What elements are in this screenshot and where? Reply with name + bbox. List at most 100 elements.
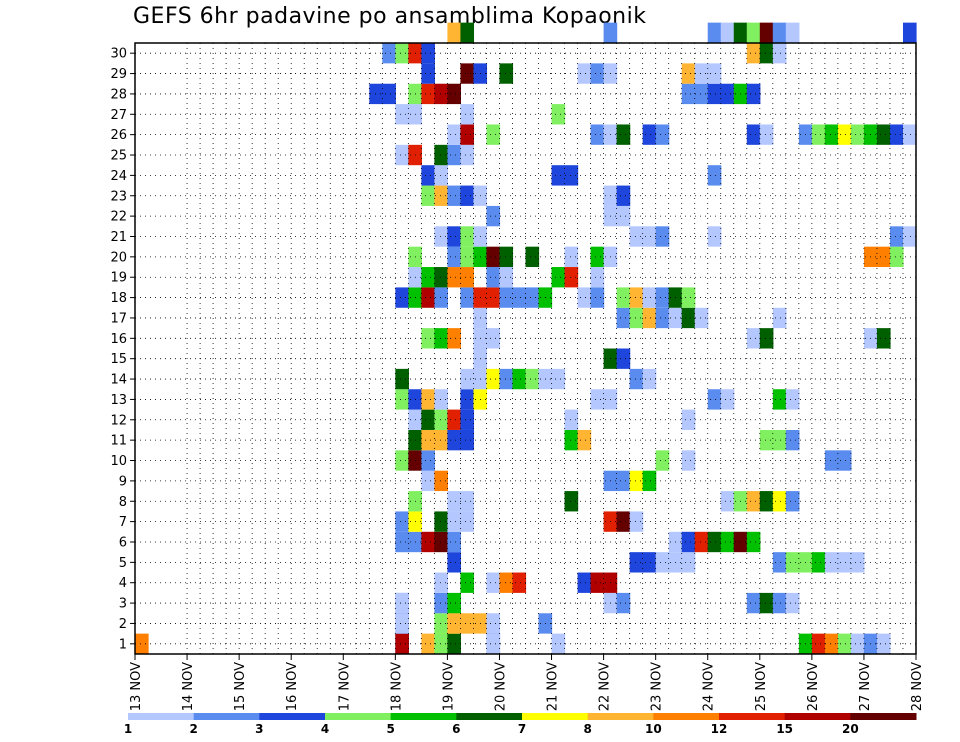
heatmap-cell	[694, 83, 709, 105]
y-tick-label: 23	[110, 189, 127, 204]
heatmap-cell	[655, 450, 670, 471]
heatmap-cell	[447, 552, 462, 573]
heatmap-cell	[421, 531, 435, 553]
heatmap-cell	[655, 287, 670, 308]
heatmap-cell	[616, 470, 631, 492]
legend-label: 4	[321, 722, 329, 736]
x-tick-label: 20 NOV	[493, 662, 508, 711]
heatmap-cell	[837, 633, 852, 654]
heatmap-cell	[759, 491, 774, 512]
legend-swatch	[390, 713, 457, 720]
heatmap-cell	[785, 429, 800, 451]
heatmap-cell	[434, 83, 448, 105]
heatmap-cell	[460, 511, 475, 532]
heatmap-cell	[551, 633, 566, 654]
y-tick-label: 30	[110, 47, 127, 62]
heatmap-cell	[889, 124, 904, 145]
heatmap-cell	[746, 83, 761, 105]
heatmap-cell	[525, 368, 540, 390]
heatmap-cell	[694, 307, 709, 329]
heatmap-cell	[642, 226, 657, 247]
legend-label: 6	[452, 722, 460, 736]
y-tick-label: 27	[110, 108, 127, 123]
heatmap-cell	[681, 307, 696, 329]
heatmap-cell	[811, 124, 826, 145]
heatmap-cell	[486, 246, 501, 268]
heatmap-cell	[421, 470, 435, 492]
heatmap-cell	[460, 429, 475, 451]
heatmap-cell	[421, 267, 435, 288]
heatmap-cell	[590, 267, 605, 288]
heatmap-cell	[447, 511, 462, 532]
heatmap-cell	[772, 491, 787, 512]
heatmap-cell	[434, 531, 448, 553]
heatmap-cell	[486, 124, 501, 145]
heatmap-cell	[486, 328, 501, 349]
heatmap-cell	[590, 389, 605, 410]
heatmap-cell	[616, 205, 631, 227]
heatmap-cell	[590, 124, 605, 145]
heatmap-cell	[733, 22, 748, 43]
heatmap-cell	[486, 287, 501, 308]
heatmap-cell	[577, 287, 592, 308]
legend-label: 1	[124, 722, 132, 736]
heatmap-cell	[785, 592, 800, 614]
heatmap-cell	[434, 267, 448, 288]
heatmap-cell	[564, 267, 579, 288]
legend-swatch	[325, 713, 392, 720]
heatmap-cell	[759, 328, 774, 349]
heatmap-cell	[785, 552, 800, 573]
heatmap-cell	[720, 491, 735, 512]
legend-swatch	[653, 713, 720, 720]
heatmap-cell	[902, 22, 917, 43]
heatmap-cell	[720, 389, 735, 410]
legend-label: 12	[711, 722, 728, 736]
heatmap-cell	[447, 328, 462, 349]
heatmap-cell	[421, 450, 435, 471]
x-tick-label: 16 NOV	[285, 662, 300, 711]
x-tick-label: 13 NOV	[129, 662, 144, 711]
heatmap-cell	[434, 429, 448, 451]
y-tick-label: 19	[110, 271, 127, 286]
heatmap-cell	[512, 368, 527, 390]
heatmap-cell	[759, 592, 774, 614]
heatmap-cell	[889, 246, 904, 268]
heatmap-cell	[811, 633, 826, 654]
heatmap-cell	[499, 368, 514, 390]
heatmap-cell	[434, 613, 448, 634]
heatmap-cell	[421, 633, 435, 654]
heatmap-cell	[564, 246, 579, 268]
legend-swatch	[784, 713, 851, 720]
heatmap-cell	[382, 83, 396, 105]
y-tick-label: 4	[119, 576, 127, 591]
heatmap-cell	[824, 633, 839, 654]
heatmap-cell	[603, 22, 618, 43]
heatmap-cell	[642, 287, 657, 308]
heatmap-cell	[434, 470, 448, 492]
x-tick-label: 18 NOV	[389, 662, 404, 711]
heatmap-cell	[460, 389, 475, 410]
heatmap-cell	[421, 389, 435, 410]
heatmap-cell	[525, 246, 540, 268]
y-tick-label: 9	[119, 474, 127, 489]
y-tick-label: 17	[110, 311, 127, 326]
heatmap-cell	[525, 287, 540, 308]
y-tick-label: 11	[110, 434, 127, 449]
heatmap-cell	[447, 531, 462, 553]
legend-swatch	[587, 713, 654, 720]
color-legend: 1 2 3 4 5 6 7 8 10 12 15 20	[124, 713, 917, 736]
heatmap-cell	[395, 389, 409, 410]
heatmap-cell	[447, 124, 462, 145]
y-tick-label: 13	[110, 393, 127, 408]
y-tick-label: 18	[110, 291, 127, 306]
legend-label: 15	[776, 722, 793, 736]
heatmap-cell	[460, 267, 475, 288]
heatmap-cell	[902, 124, 917, 145]
x-tick-label: 15 NOV	[233, 662, 248, 711]
heatmap-cell	[551, 368, 566, 390]
heatmap-cell	[642, 552, 657, 573]
heatmap-cell	[486, 368, 501, 390]
heatmap-cell	[434, 165, 448, 186]
heatmap-cell	[655, 124, 670, 145]
heatmap-cell	[629, 307, 644, 329]
